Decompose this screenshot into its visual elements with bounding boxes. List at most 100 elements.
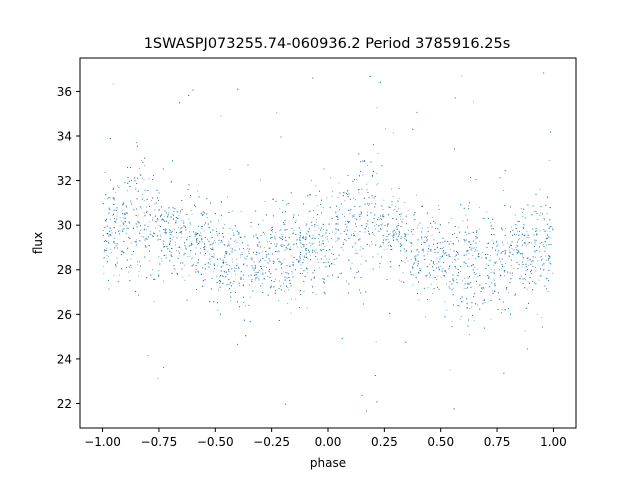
data-point — [309, 228, 310, 230]
data-point — [359, 188, 361, 190]
data-point — [158, 199, 159, 201]
data-point — [453, 408, 455, 410]
data-point — [149, 205, 150, 207]
data-point — [166, 232, 167, 234]
data-point — [430, 260, 432, 262]
data-point — [354, 231, 356, 233]
data-point — [363, 160, 365, 162]
data-point — [507, 272, 509, 274]
data-point — [482, 303, 484, 305]
data-point — [257, 271, 259, 273]
data-point — [475, 235, 477, 237]
data-point — [527, 268, 529, 270]
data-point — [508, 249, 510, 251]
data-point — [137, 264, 139, 266]
data-point — [255, 277, 257, 279]
data-point — [157, 219, 159, 221]
data-point — [483, 299, 485, 301]
data-point — [204, 224, 205, 226]
data-point — [169, 238, 171, 239]
data-point — [184, 279, 186, 281]
data-point — [320, 204, 322, 205]
data-point — [109, 234, 111, 236]
data-point — [283, 283, 285, 285]
data-point — [306, 256, 307, 258]
data-point — [230, 292, 232, 293]
data-point — [125, 205, 127, 207]
data-point — [244, 305, 246, 307]
data-point — [510, 244, 512, 246]
data-point — [280, 285, 282, 287]
data-point — [438, 269, 440, 271]
data-point — [279, 261, 281, 263]
data-point — [494, 291, 496, 293]
data-point — [329, 249, 331, 251]
data-point — [296, 246, 298, 248]
data-point — [143, 236, 145, 238]
data-point — [410, 245, 412, 247]
data-point — [220, 241, 222, 243]
data-point — [162, 243, 164, 245]
data-point — [470, 282, 471, 284]
data-point — [381, 216, 383, 218]
data-point — [204, 212, 206, 214]
data-point — [176, 232, 178, 233]
data-point — [315, 221, 317, 223]
data-point — [461, 296, 463, 298]
data-point — [268, 247, 270, 249]
data-point — [320, 236, 322, 238]
data-point — [107, 233, 109, 235]
data-point — [240, 236, 242, 238]
data-point — [335, 241, 337, 242]
data-point — [160, 236, 162, 238]
data-point — [313, 210, 315, 211]
data-point — [291, 227, 293, 229]
data-point — [550, 131, 552, 133]
data-point — [250, 222, 252, 223]
data-point — [517, 241, 519, 243]
data-point — [142, 161, 144, 163]
data-point — [437, 275, 439, 277]
data-point — [230, 300, 231, 302]
data-point — [144, 228, 145, 230]
data-point — [150, 200, 152, 202]
data-point — [156, 189, 157, 191]
data-point — [473, 296, 475, 298]
data-point — [448, 286, 450, 288]
data-point — [123, 223, 125, 225]
data-point — [365, 291, 367, 293]
data-point — [312, 234, 314, 236]
data-point — [493, 280, 495, 281]
data-point — [504, 275, 506, 277]
data-point — [487, 218, 489, 219]
data-point — [322, 229, 324, 230]
data-point — [439, 258, 441, 260]
data-point — [365, 223, 367, 225]
data-point — [378, 217, 380, 219]
data-point — [322, 248, 324, 250]
data-point — [448, 243, 450, 245]
data-point — [125, 212, 127, 214]
data-point — [323, 281, 325, 283]
data-point — [102, 230, 104, 231]
data-point — [396, 211, 398, 213]
data-point — [372, 256, 374, 258]
data-point — [233, 280, 235, 282]
data-point — [210, 202, 212, 204]
data-point — [286, 248, 288, 250]
data-point — [526, 231, 528, 233]
data-point — [415, 259, 417, 261]
data-point — [417, 265, 419, 267]
data-point — [367, 220, 369, 222]
data-point — [181, 200, 183, 201]
data-point — [501, 309, 503, 311]
data-point — [274, 238, 276, 240]
data-point — [204, 245, 206, 247]
data-point — [209, 258, 211, 260]
data-point — [475, 258, 477, 260]
data-point — [285, 285, 287, 287]
data-point — [253, 235, 255, 237]
data-point — [505, 251, 506, 253]
data-point — [288, 273, 290, 275]
data-point — [360, 246, 362, 248]
